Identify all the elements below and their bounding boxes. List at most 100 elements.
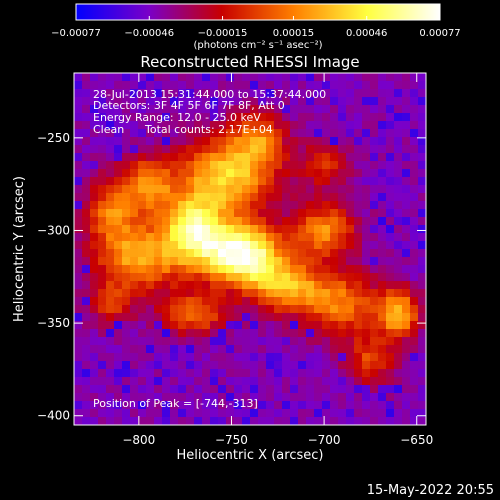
heatmap-cell (154, 169, 162, 177)
heatmap-cell (202, 361, 210, 369)
heatmap-cell (250, 137, 258, 145)
heatmap-cell (146, 113, 154, 121)
heatmap-cell (122, 113, 130, 121)
heatmap-cell (402, 297, 410, 305)
heatmap-cell (346, 385, 354, 393)
heatmap-cell (386, 401, 394, 409)
heatmap-cell (314, 241, 322, 249)
heatmap-cell (370, 209, 378, 217)
heatmap-cell (338, 145, 346, 153)
heatmap-cell (106, 337, 114, 345)
heatmap-cell (250, 73, 258, 81)
heatmap-cell (186, 353, 194, 361)
heatmap-cell (306, 401, 314, 409)
heatmap-cell (418, 137, 426, 145)
heatmap-cell (290, 145, 298, 153)
heatmap-cell (378, 129, 386, 137)
heatmap-cell (178, 281, 186, 289)
heatmap-cell (90, 121, 98, 129)
heatmap-cell (338, 361, 346, 369)
heatmap-cell (274, 81, 282, 89)
heatmap-cell (362, 345, 370, 353)
heatmap-cell (186, 121, 194, 129)
heatmap-cell (330, 401, 338, 409)
heatmap-cell (194, 201, 202, 209)
heatmap-cell (210, 121, 218, 129)
heatmap-cell (290, 161, 298, 169)
heatmap-cell (178, 129, 186, 137)
heatmap-cell (418, 361, 426, 369)
heatmap-cell (354, 257, 362, 265)
heatmap-cell (90, 193, 98, 201)
heatmap-cell (218, 89, 226, 97)
heatmap-cell (194, 409, 202, 417)
heatmap-cell (242, 169, 250, 177)
heatmap-cell (274, 361, 282, 369)
heatmap-cell (410, 289, 418, 297)
heatmap-cell (226, 353, 234, 361)
heatmap-cell (274, 305, 282, 313)
heatmap-cell (250, 265, 258, 273)
heatmap-cell (130, 297, 138, 305)
heatmap-cell (290, 137, 298, 145)
heatmap-cell (370, 129, 378, 137)
heatmap-cell (122, 193, 130, 201)
heatmap-cell (330, 385, 338, 393)
heatmap-cell (138, 265, 146, 273)
heatmap-cell (194, 89, 202, 97)
heatmap-cell (258, 409, 266, 417)
heatmap-cell (330, 265, 338, 273)
heatmap-cell (250, 273, 258, 281)
heatmap-cell (410, 401, 418, 409)
heatmap-cell (194, 233, 202, 241)
heatmap-cell (402, 153, 410, 161)
heatmap-cell (282, 297, 290, 305)
heatmap-cell (410, 169, 418, 177)
heatmap-cell (130, 193, 138, 201)
heatmap-cell (266, 233, 274, 241)
heatmap-cell (234, 417, 242, 425)
heatmap-cell (378, 393, 386, 401)
heatmap-cell (162, 289, 170, 297)
heatmap-cell (98, 377, 106, 385)
heatmap-cell (114, 177, 122, 185)
heatmap-cell (162, 337, 170, 345)
heatmap-cell (386, 185, 394, 193)
heatmap-cell (82, 121, 90, 129)
heatmap-cell (290, 281, 298, 289)
heatmap-cell (370, 257, 378, 265)
heatmap-cell (98, 201, 106, 209)
heatmap-cell (74, 193, 82, 201)
heatmap-cell (370, 377, 378, 385)
heatmap-cell (394, 321, 402, 329)
heatmap-cell (202, 241, 210, 249)
heatmap-cell (146, 121, 154, 129)
heatmap-cell (306, 337, 314, 345)
heatmap-cell (354, 217, 362, 225)
heatmap-cell (162, 353, 170, 361)
heatmap-cell (154, 185, 162, 193)
heatmap-cell (418, 249, 426, 257)
heatmap-cell (370, 241, 378, 249)
heatmap-cell (346, 377, 354, 385)
heatmap-cell (266, 89, 274, 97)
heatmap-cell (370, 169, 378, 177)
heatmap-cell (170, 217, 178, 225)
heatmap-cell (202, 201, 210, 209)
heatmap-cell (378, 273, 386, 281)
heatmap-cell (82, 265, 90, 273)
heatmap-cell (410, 73, 418, 81)
heatmap-cell (314, 193, 322, 201)
heatmap-cell (154, 265, 162, 273)
heatmap-cell (250, 417, 258, 425)
heatmap-cell (250, 217, 258, 225)
heatmap-cell (290, 353, 298, 361)
heatmap-cell (346, 129, 354, 137)
heatmap-cell (362, 265, 370, 273)
heatmap-cell (82, 393, 90, 401)
heatmap-cell (170, 201, 178, 209)
heatmap-cell (266, 169, 274, 177)
heatmap-cell (170, 353, 178, 361)
heatmap-cell (138, 225, 146, 233)
heatmap-cell (90, 353, 98, 361)
